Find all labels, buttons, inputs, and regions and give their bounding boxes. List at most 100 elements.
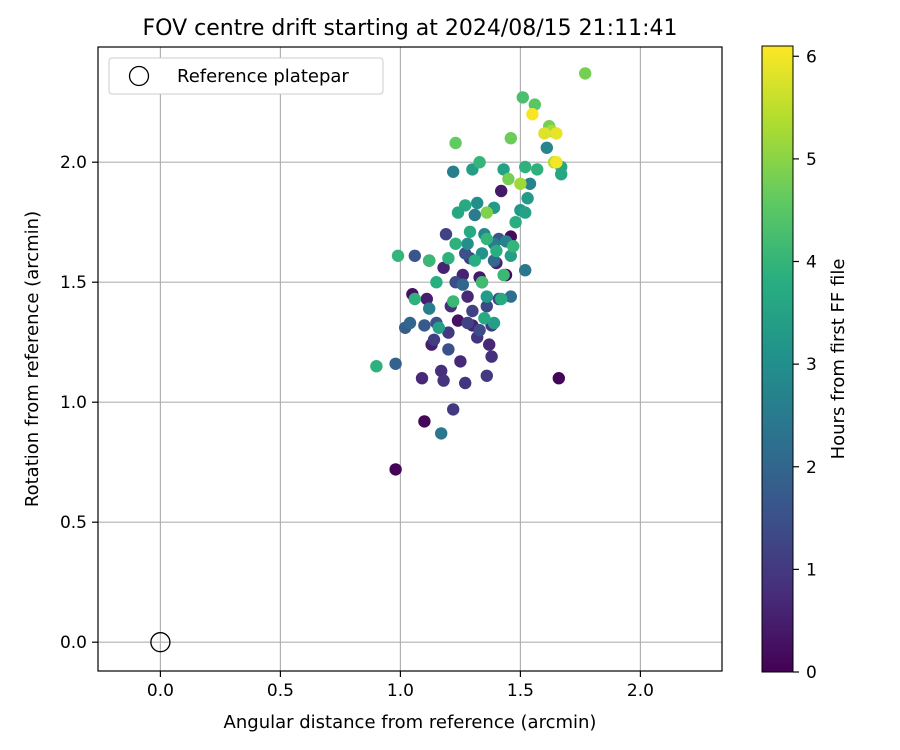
colorbar-tick-label-3: 3: [806, 355, 817, 375]
x-tick-label-1: 0.5: [267, 681, 294, 701]
data-point-82: [490, 244, 503, 258]
data-point-49: [456, 278, 469, 291]
x-tick-label-4: 2.0: [627, 681, 654, 701]
data-point-1: [418, 415, 431, 428]
data-point-25: [447, 403, 460, 416]
data-point-103: [504, 132, 517, 145]
data-point-86: [468, 254, 481, 267]
y-axis-label: Rotation from reference (arcmin): [22, 211, 43, 507]
data-point-114: [550, 156, 563, 169]
colorbar-tick-label-5: 5: [806, 150, 817, 170]
chart-title: FOV centre drift starting at 2024/08/15 …: [143, 16, 678, 41]
reference-platepar-marker: [150, 632, 171, 653]
colorbar-tick-label-6: 6: [806, 47, 817, 67]
plot-frame: [97, 46, 723, 672]
data-point-58: [523, 177, 537, 190]
data-point-55: [447, 165, 460, 178]
data-point-102: [449, 136, 462, 150]
y-tick-label-4: 2.0: [60, 153, 87, 173]
data-point-94: [497, 268, 510, 282]
y-tick-label-3: 1.5: [60, 273, 87, 293]
x-tick-label-2: 1.0: [387, 681, 414, 701]
data-point-41: [442, 343, 455, 356]
data-point-97: [423, 254, 436, 267]
data-point-111: [538, 127, 551, 140]
x-axis-ticks: 0.0 0.5 1.0 1.5 2.0: [147, 671, 654, 701]
data-point-71: [432, 321, 445, 334]
data-point-37: [466, 304, 479, 318]
data-point-32: [461, 316, 474, 330]
colorbar-gradient: [761, 45, 794, 673]
colorbar-tick-label-1: 1: [806, 560, 817, 580]
data-point-96: [391, 249, 405, 262]
data-point-14: [454, 355, 467, 368]
data-point-84: [519, 160, 532, 174]
data-point-54: [468, 208, 481, 222]
data-point-23: [437, 374, 450, 387]
data-points: [370, 67, 592, 476]
colorbar-tick-label-2: 2: [806, 458, 817, 478]
data-point-8: [437, 261, 450, 274]
data-point-99: [475, 276, 489, 289]
y-tick-label-0: 0.0: [60, 633, 87, 653]
data-point-7: [420, 292, 433, 306]
data-point-48: [403, 316, 417, 330]
data-point-63: [461, 237, 474, 250]
legend-box: [108, 57, 384, 95]
legend: Reference platepar: [108, 57, 384, 95]
data-point-19: [461, 290, 474, 303]
data-point-107: [480, 206, 493, 219]
data-point-89: [408, 292, 421, 306]
x-axis-label: Angular distance from reference (arcmin): [224, 712, 597, 733]
data-point-95: [370, 360, 383, 373]
data-point-106: [502, 172, 515, 186]
data-point-5: [495, 184, 508, 198]
data-point-83: [509, 216, 522, 229]
colorbar: 0 1 2 3 4 5 6 Hours from first FF file: [761, 45, 849, 683]
data-point-108: [514, 177, 527, 190]
data-point-51: [504, 290, 517, 303]
data-point-0: [389, 463, 402, 476]
data-point-105: [579, 67, 592, 80]
data-point-59: [540, 141, 553, 154]
reference-marker-group: [150, 632, 171, 653]
data-point-88: [430, 276, 443, 289]
data-point-9: [451, 314, 465, 327]
data-point-91: [473, 156, 486, 169]
grid-lines: [98, 47, 722, 671]
data-point-74: [519, 206, 532, 219]
data-point-11: [483, 338, 496, 351]
data-point-30: [439, 228, 453, 241]
data-point-92: [480, 232, 493, 246]
data-point-44: [473, 324, 486, 337]
data-point-113: [526, 108, 539, 121]
data-point-47: [389, 357, 402, 370]
data-point-24: [459, 376, 472, 390]
data-point-101: [528, 98, 541, 111]
data-point-45: [418, 319, 431, 332]
data-point-87: [442, 252, 455, 265]
data-point-66: [521, 192, 534, 205]
data-point-78: [451, 206, 465, 219]
data-point-42: [459, 247, 472, 260]
data-point-40: [408, 249, 421, 262]
data-point-57: [423, 302, 436, 315]
data-point-26: [480, 369, 493, 382]
data-point-62: [471, 196, 484, 210]
data-point-81: [463, 225, 477, 238]
legend-label: Reference platepar: [177, 66, 349, 87]
data-point-38: [480, 300, 493, 313]
data-point-70: [487, 316, 501, 330]
data-point-16: [435, 364, 448, 378]
y-tick-label-1: 0.5: [60, 513, 87, 533]
data-point-79: [478, 312, 491, 325]
data-point-52: [435, 427, 448, 440]
data-point-85: [531, 163, 544, 176]
data-point-53: [519, 264, 532, 277]
data-point-100: [516, 91, 529, 104]
data-point-28: [427, 333, 441, 346]
data-point-22: [485, 350, 498, 363]
data-point-98: [447, 295, 460, 308]
y-tick-label-2: 1.0: [60, 393, 87, 413]
